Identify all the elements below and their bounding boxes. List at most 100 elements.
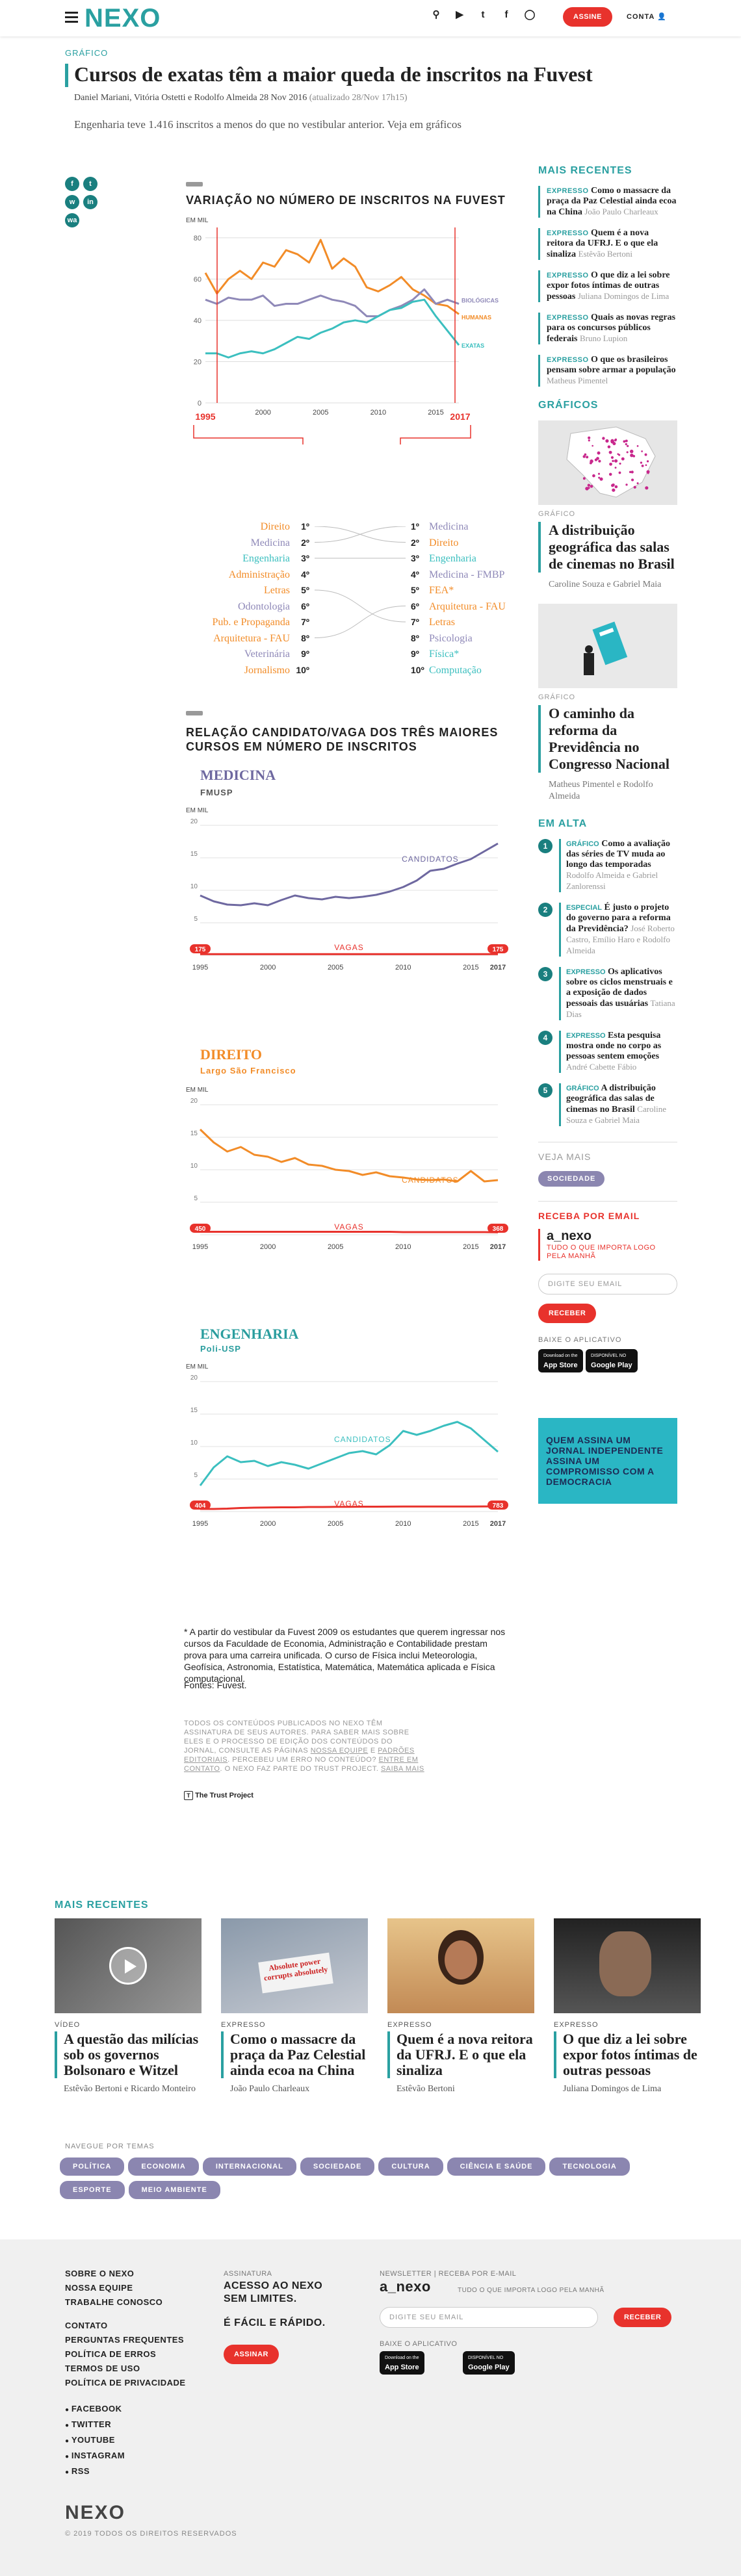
saiba-mais-link[interactable]: Saiba mais — [380, 1765, 424, 1773]
subscription-promo[interactable]: QUEM ASSINA UM JORNAL INDEPENDENTE ASSIN… — [538, 1418, 677, 1504]
card-title[interactable]: Quem é a nova reitora da UFRJ. E o que e… — [387, 2031, 534, 2078]
subscribe-button[interactable]: ASSINE — [563, 7, 612, 27]
whatsapp-share-icon[interactable]: w — [65, 195, 79, 209]
theme-tag[interactable]: ECONOMIA — [128, 2157, 199, 2176]
theme-tag[interactable]: INTERNACIONAL — [202, 2157, 296, 2176]
recent-card[interactable]: EXPRESSO O que diz a lei sobre expor fot… — [554, 1918, 701, 2095]
recent-item[interactable]: EXPRESSO Quem é a nova reitora da UFRJ. … — [538, 228, 677, 260]
graphic1-title[interactable]: A distribuição geográfica das salas de c… — [538, 522, 677, 573]
recent-title[interactable]: O que diz a lei sobre expor fotos íntima… — [547, 270, 670, 302]
map-dot — [618, 471, 621, 474]
recent-title[interactable]: Quais as novas regras para os concursos … — [547, 313, 676, 344]
map-dot — [588, 487, 590, 489]
youtube-icon[interactable]: ▶ — [456, 9, 463, 20]
sidebar-receber-button[interactable]: RECEBER — [538, 1304, 597, 1323]
trending-title[interactable]: Como a avaliação das séries de TV muda a… — [566, 839, 670, 869]
map-dot — [625, 443, 627, 446]
footer-link[interactable]: TERMOS DE USO — [65, 2363, 140, 2373]
footer-social-link[interactable]: ● TWITTER — [65, 2417, 125, 2433]
recent-item[interactable]: EXPRESSO Como o massacre da praça da Paz… — [538, 186, 677, 218]
footer-link[interactable]: POLÍTICA DE PRIVACIDADE — [65, 2378, 186, 2388]
theme-tag[interactable]: POLÍTICA — [60, 2157, 125, 2176]
appstore-badge[interactable]: Download on the App Store — [538, 1349, 583, 1372]
footer-email-input[interactable]: DIGITE SEU EMAIL — [380, 2307, 598, 2328]
assinar-button[interactable]: ASSINAR — [224, 2345, 280, 2364]
footer-link[interactable]: NOSSA EQUIPE — [65, 2283, 133, 2293]
veja-mais-heading: VEJA MAIS — [538, 1152, 592, 1162]
trust-project[interactable]: T The Trust Project — [184, 1791, 254, 1800]
y-tick-label: 80 — [194, 235, 202, 242]
footer-social-link[interactable]: ● RSS — [65, 2464, 125, 2480]
footer-receber-button[interactable]: RECEBER — [614, 2308, 672, 2327]
instagram-icon[interactable]: ◯ — [524, 9, 536, 20]
footer-social-link[interactable]: ● FACEBOOK — [65, 2402, 125, 2417]
footer-appstore-badge[interactable]: Download on the App Store — [380, 2351, 424, 2375]
x-tick-label: 1995 — [192, 964, 208, 972]
map-dot — [607, 445, 611, 448]
footer-social-link[interactable]: ● YOUTUBE — [65, 2433, 125, 2449]
linkedin-share-icon[interactable]: in — [83, 195, 98, 209]
trending-item[interactable]: 1 GRÁFICO Como a avaliação das séries de … — [538, 839, 677, 892]
x-tick-label: 2015 — [463, 964, 478, 972]
recent-item[interactable]: EXPRESSO O que os brasileiros pensam sob… — [538, 355, 677, 387]
theme-tag[interactable]: SOCIEDADE — [300, 2157, 375, 2176]
padroes-link[interactable]: Padrões editoriais — [184, 1747, 415, 1764]
recent-card[interactable]: EXPRESSO Quem é a nova reitora da UFRJ. … — [387, 1918, 534, 2095]
recent-card[interactable]: Absolute power corrupts absolutely EXPRE… — [221, 1918, 368, 2095]
twitter-share-icon[interactable]: t — [83, 177, 98, 191]
card-title[interactable]: O que diz a lei sobre expor fotos íntima… — [554, 2031, 701, 2078]
trending-title[interactable]: Os aplicativos sobre os ciclos menstruai… — [566, 967, 673, 1009]
trending-item[interactable]: 5 GRÁFICO A distribuição geográfica das s… — [538, 1083, 677, 1126]
nexo-logo[interactable]: NEXO — [84, 4, 161, 32]
sidebar-email-input[interactable]: DIGITE SEU EMAIL — [538, 1274, 677, 1294]
trending-item[interactable]: 2 ESPECIAL É justo o projeto do governo p… — [538, 903, 677, 957]
graphic2-title[interactable]: O caminho da reforma da Previdência no C… — [538, 705, 677, 773]
contato-link[interactable]: Entre em contato — [184, 1756, 419, 1773]
trending-title[interactable]: Esta pesquisa mostra onde no corpo as pe… — [566, 1031, 662, 1061]
recent-item[interactable]: EXPRESSO Quais as novas regras para os c… — [538, 313, 677, 344]
footer-social-link[interactable]: ● INSTAGRAM — [65, 2449, 125, 2464]
veja-mais-box: VEJA MAIS SOCIEDADE — [538, 1142, 677, 1187]
recent-title[interactable]: Quem é a nova reitora da UFRJ. E o que e… — [547, 228, 658, 259]
theme-tag[interactable]: ESPORTE — [60, 2181, 125, 2199]
card-title[interactable]: A questão das milícias sob os governos B… — [55, 2031, 202, 2078]
nossa-equipe-link[interactable]: Nossa equipe — [310, 1747, 369, 1755]
footer-link[interactable]: SOBRE O NEXO — [65, 2269, 135, 2278]
twitter-icon[interactable]: t — [481, 9, 485, 20]
footer-link[interactable]: PERGUNTAS FREQUENTES — [65, 2335, 185, 2345]
trending-title[interactable]: A distribuição geográfica das salas de c… — [566, 1083, 656, 1114]
footer-anexo-logo: a_nexo — [380, 2278, 431, 2295]
facebook-share-icon[interactable]: f — [65, 177, 79, 191]
theme-tag[interactable]: CIÊNCIA E SAÚDE — [447, 2157, 546, 2176]
whatsapp-alt-share-icon[interactable]: wa — [65, 213, 79, 227]
recent-title[interactable]: Como o massacre da praça da Paz Celestia… — [547, 186, 677, 217]
googleplay-badge[interactable]: DISPONÍVEL NO Google Play — [586, 1349, 638, 1372]
footer-link[interactable]: TRABALHE CONOSCO — [65, 2297, 163, 2307]
recent-item[interactable]: EXPRESSO O que diz a lei sobre expor fot… — [538, 270, 677, 302]
facebook-icon[interactable]: f — [504, 9, 508, 20]
search-icon[interactable]: ⚲ — [432, 9, 440, 20]
footer-logo[interactable]: NEXO — [65, 2502, 126, 2523]
trending-title[interactable]: É justo o projeto do governo para a refo… — [566, 903, 671, 934]
theme-tag[interactable]: TECNOLOGIA — [549, 2157, 630, 2176]
theme-tag[interactable]: CULTURA — [378, 2157, 443, 2176]
recent-title[interactable]: O que os brasileiros pensam sobre armar … — [547, 355, 676, 375]
trending-item[interactable]: 3 EXPRESSO Os aplicativos sobre os ciclos… — [538, 967, 677, 1020]
play-icon[interactable] — [109, 1947, 147, 1985]
tag-sociedade[interactable]: SOCIEDADE — [538, 1171, 605, 1187]
graphic-thumb-map[interactable] — [538, 420, 677, 505]
anexo-brand: a_nexo TUDO O QUE IMPORTA LOGO PELA MANH… — [538, 1229, 677, 1261]
graphic-thumb-pension[interactable] — [538, 604, 677, 688]
map-dot — [619, 462, 621, 465]
theme-tag[interactable]: MEIO AMBIENTE — [128, 2181, 220, 2199]
y-tick-label: 5 — [194, 916, 198, 923]
recent-card[interactable]: VÍDEO A questão das milícias sob os gove… — [55, 1918, 202, 2095]
footer-link[interactable]: POLÍTICA DE ERROS — [65, 2349, 157, 2359]
legal-text-1: Todos os conteúdos publicados no Nexo tê… — [184, 1719, 410, 1755]
account-link[interactable]: CONTA 👤 — [627, 13, 667, 21]
menu-icon[interactable] — [65, 12, 78, 23]
footer-link[interactable]: CONTATO — [65, 2321, 108, 2330]
footer-googleplay-badge[interactable]: DISPONÍVEL NO Google Play — [463, 2351, 515, 2375]
card-title[interactable]: Como o massacre da praça da Paz Celestia… — [221, 2031, 368, 2078]
trending-item[interactable]: 4 EXPRESSO Esta pesquisa mostra onde no c… — [538, 1031, 677, 1073]
